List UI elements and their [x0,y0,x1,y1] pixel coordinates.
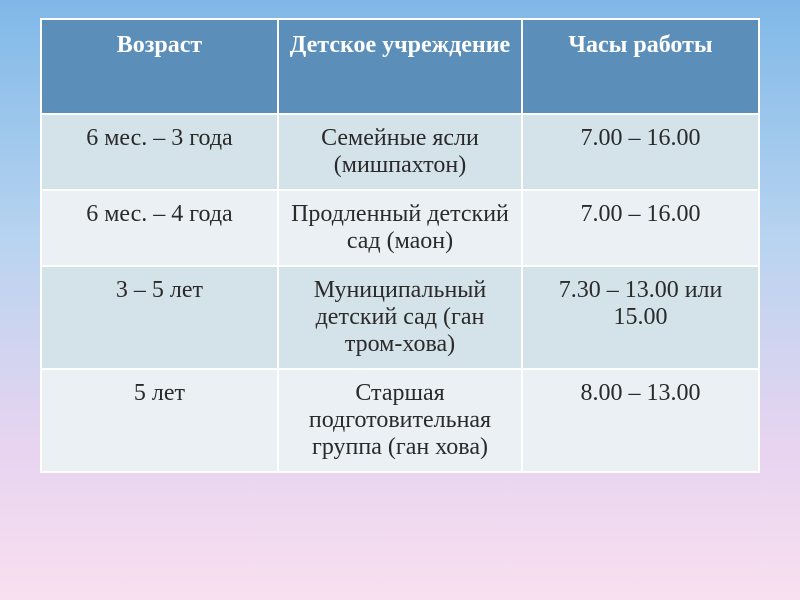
header-institution: Детское учреждение [278,19,522,114]
table-row: 3 – 5 лет Муниципальный детский сад (ган… [41,266,759,369]
cell-hours: 7.30 – 13.00 или 15.00 [522,266,759,369]
childcare-table: Возраст Детское учреждение Часы работы 6… [40,18,760,473]
cell-age: 3 – 5 лет [41,266,278,369]
cell-institution: Продленный детский сад (маон) [278,190,522,266]
cell-institution: Старшая подготовительная группа (ган хов… [278,369,522,472]
cell-hours: 8.00 – 13.00 [522,369,759,472]
cell-institution: Муниципальный детский сад (ган тром-хова… [278,266,522,369]
header-age: Возраст [41,19,278,114]
table-row: 6 мес. – 4 года Продленный детский сад (… [41,190,759,266]
table-row: 6 мес. – 3 года Семейные ясли (мишпахтон… [41,114,759,190]
cell-age: 5 лет [41,369,278,472]
table-header-row: Возраст Детское учреждение Часы работы [41,19,759,114]
header-hours: Часы работы [522,19,759,114]
cell-hours: 7.00 – 16.00 [522,114,759,190]
cell-hours: 7.00 – 16.00 [522,190,759,266]
cell-age: 6 мес. – 3 года [41,114,278,190]
cell-institution: Семейные ясли (мишпахтон) [278,114,522,190]
table-row: 5 лет Старшая подготовительная группа (г… [41,369,759,472]
cell-age: 6 мес. – 4 года [41,190,278,266]
